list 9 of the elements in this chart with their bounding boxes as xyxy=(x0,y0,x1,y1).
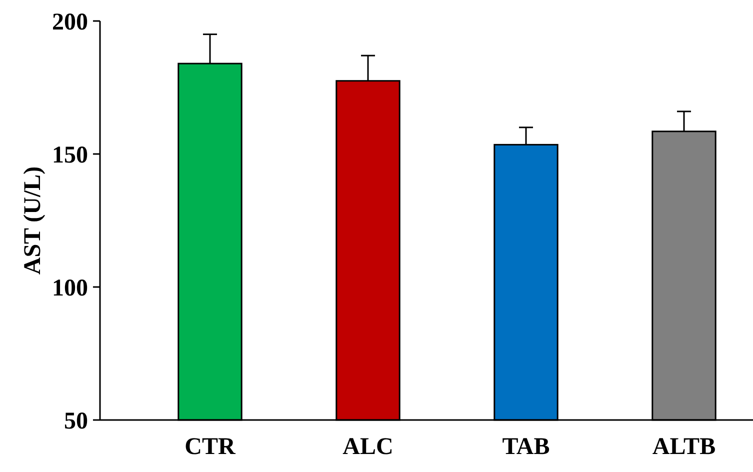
x-tick-label: ALC xyxy=(342,434,394,460)
y-tick-label: 100 xyxy=(52,275,88,302)
y-tick-label: 200 xyxy=(52,9,88,36)
y-axis-title: AST (U/L) xyxy=(20,166,46,275)
x-tick-label: ALTB xyxy=(652,434,716,460)
x-tick-label: TAB xyxy=(502,434,550,460)
x-tick-label: CTR xyxy=(184,434,236,460)
y-tick-label: 150 xyxy=(52,142,88,168)
y-tick-label: 50 xyxy=(64,408,88,434)
